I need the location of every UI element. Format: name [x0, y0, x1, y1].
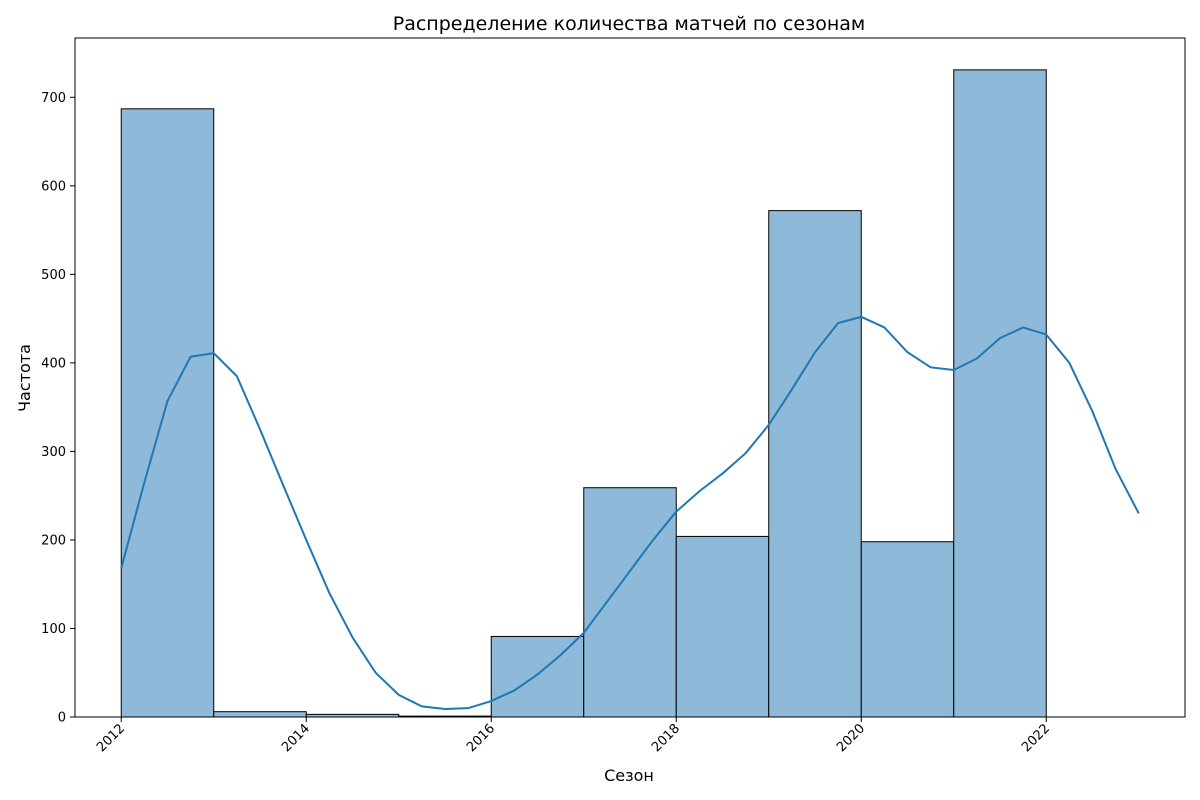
histogram-bar — [583, 487, 677, 718]
histogram-bar — [860, 541, 955, 718]
y-tick-label: 100 — [41, 622, 66, 637]
histogram-bar — [120, 108, 215, 718]
y-tick-label: 600 — [41, 179, 66, 194]
x-axis-label: Сезон — [604, 766, 654, 785]
axes — [74, 37, 1186, 718]
histogram-bar — [490, 635, 585, 718]
y-tick-label: 0 — [58, 711, 66, 726]
histogram-bar — [953, 69, 1047, 718]
y-axis-ticks: 0 100 200 300 400 500 600 700 — [41, 91, 75, 726]
y-tick-label: 500 — [41, 268, 66, 283]
plot-frame — [74, 37, 1186, 718]
y-tick-label: 200 — [41, 533, 66, 548]
y-tick-label: 300 — [41, 445, 66, 460]
y-tick-label: 700 — [41, 91, 66, 106]
chart-title: Распределение количества матчей по сезон… — [393, 13, 865, 35]
y-tick-label: 400 — [41, 356, 66, 371]
y-axis-label: Частота — [15, 344, 34, 412]
kde-curve — [120, 315, 1140, 711]
histogram-bar — [675, 535, 770, 718]
histogram-bars — [120, 69, 1047, 718]
histogram-bar — [213, 711, 307, 718]
histogram-bar — [768, 210, 862, 718]
